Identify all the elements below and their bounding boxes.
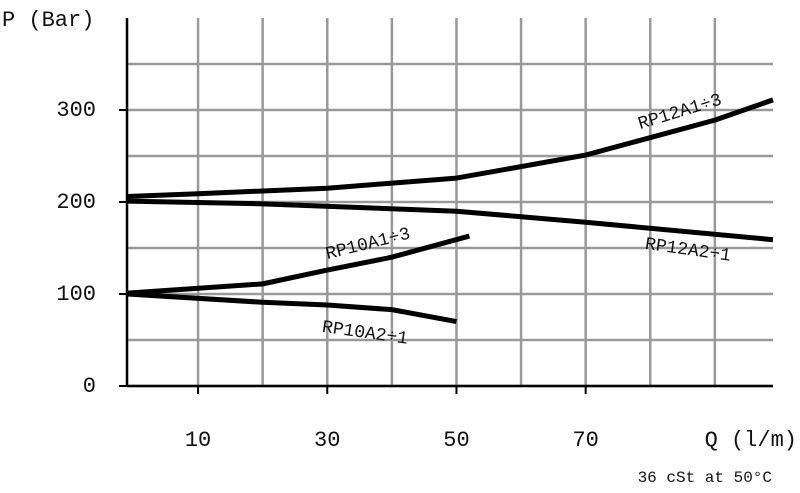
x-tick-label: 50	[443, 428, 469, 453]
x-tick-label: 70	[572, 428, 598, 453]
y-tick-label: 100	[56, 282, 96, 307]
x-tick-label: 30	[314, 428, 340, 453]
curve	[126, 97, 774, 199]
y-tick-label: 200	[56, 190, 96, 215]
subtitle: 36 cSt at 50°C	[638, 469, 772, 487]
series-label: RP10A1÷3	[324, 225, 413, 265]
y-axis-label: P (Bar)	[2, 8, 94, 33]
y-tick-label: 0	[83, 374, 96, 399]
series-label: RP10A2÷1	[321, 318, 409, 350]
curve	[126, 291, 457, 325]
series-label: RP12A2÷1	[644, 235, 732, 267]
curve	[126, 233, 471, 296]
x-tick-label: 10	[185, 428, 211, 453]
y-tick-label: 300	[56, 98, 96, 123]
curve	[126, 198, 774, 243]
x-axis-label: Q (l/m)	[705, 428, 797, 453]
